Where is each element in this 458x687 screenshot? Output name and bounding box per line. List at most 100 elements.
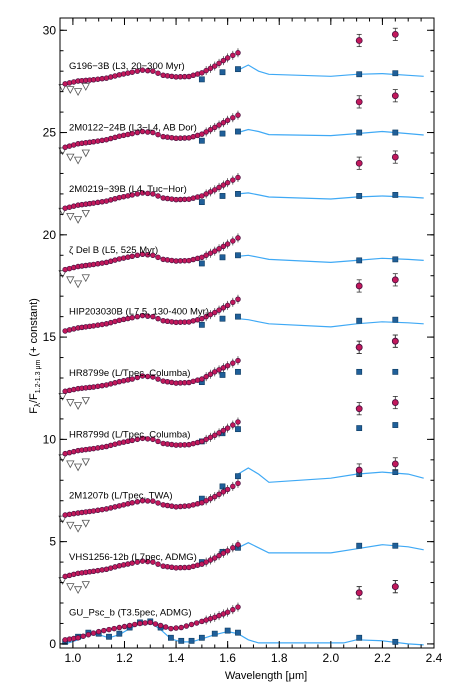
observed-point	[216, 367, 222, 373]
observed-point	[203, 436, 209, 443]
y-tick-label: 0	[49, 637, 56, 651]
observed-point	[134, 313, 141, 320]
observed-point	[212, 187, 218, 193]
observed-point	[199, 315, 205, 322]
template-square	[219, 193, 226, 199]
photometry-point	[355, 159, 363, 167]
observed-point	[144, 436, 151, 442]
template-square	[356, 425, 363, 432]
observed-point	[155, 438, 161, 445]
observed-point	[212, 369, 218, 375]
x-tick-label: 2.0	[322, 651, 339, 665]
observed-point	[111, 625, 117, 632]
observed-point	[235, 480, 241, 487]
observed-point	[224, 179, 231, 186]
x-tick-label: 1.0	[65, 651, 82, 665]
observed-point	[144, 373, 151, 380]
template-square	[235, 473, 241, 480]
low-gravity-triangle	[66, 86, 75, 94]
template-square	[356, 71, 363, 78]
spectrum-label: HR8799d (L/Tpec, Columba)	[69, 429, 190, 440]
low-gravity-triangle	[73, 463, 83, 472]
observed-point	[188, 621, 195, 628]
observed-point	[203, 559, 209, 565]
observed-point	[216, 552, 222, 559]
observed-point	[157, 622, 164, 629]
template-square	[178, 637, 185, 644]
observed-point	[220, 57, 227, 64]
observed-point	[142, 620, 148, 626]
observed-point	[207, 65, 214, 72]
observed-point	[230, 483, 236, 490]
observed-point	[203, 497, 209, 504]
observed-point	[106, 626, 112, 633]
photometry-point	[391, 30, 399, 38]
observed-point	[134, 191, 141, 197]
template-square	[356, 257, 363, 264]
template-square	[198, 634, 205, 641]
observed-point	[129, 500, 135, 506]
model-curve	[237, 318, 424, 328]
observed-point	[220, 119, 227, 126]
y-axis-label-tail: (+ constant)	[28, 298, 40, 359]
observed-point	[203, 67, 209, 74]
template-square	[219, 254, 226, 261]
photometry-point	[355, 589, 363, 597]
spectrum-label: GU_Psc_b (T3.5pec, ADMG)	[69, 607, 191, 618]
observed-point	[150, 436, 156, 443]
observed-point	[129, 69, 135, 75]
observed-point	[212, 555, 218, 561]
observed-point	[150, 374, 156, 380]
observed-point	[116, 624, 123, 631]
observed-point	[235, 174, 241, 181]
template-square	[235, 426, 241, 433]
template-square	[356, 368, 363, 375]
observed-point	[134, 436, 141, 443]
observed-point	[203, 313, 209, 320]
observed-point	[155, 500, 161, 506]
observed-point	[199, 561, 205, 567]
observed-point	[207, 371, 214, 378]
observed-point	[150, 191, 156, 197]
low-gravity-triangle	[58, 270, 67, 279]
spectrum-group: ζ Del B (L5, 525 Myr)	[58, 233, 424, 293]
observed-point	[224, 241, 231, 247]
observed-point	[212, 309, 218, 316]
observed-point	[134, 68, 141, 74]
spectrum-group: HIP203030B (L7.5, 130-400 Myr)	[62, 294, 424, 354]
y-tick-label: 25	[43, 126, 57, 140]
spectrum-group: G196−3B (L3, 20−300 Myr)	[58, 27, 424, 96]
template-square	[188, 637, 195, 644]
observed-point	[144, 498, 151, 504]
template-square	[356, 317, 363, 324]
observed-point	[152, 621, 159, 627]
observed-point	[137, 620, 143, 627]
y-tick-label: 15	[43, 330, 57, 344]
x-tick-label: 1.2	[116, 651, 133, 665]
observed-point	[155, 131, 161, 138]
model-curve	[237, 192, 424, 200]
y-axis-label-sub1: λ	[33, 403, 42, 407]
observed-point	[235, 50, 241, 56]
photometry-point	[391, 153, 399, 161]
observed-point	[155, 254, 161, 261]
template-square	[198, 321, 205, 328]
observed-point	[224, 609, 231, 615]
observed-point	[207, 495, 214, 502]
low-gravity-triangle	[81, 519, 90, 528]
observed-point	[90, 630, 97, 636]
photometry-point	[391, 92, 399, 100]
photometry-point	[355, 282, 363, 290]
low-gravity-triangle	[58, 454, 67, 463]
observed-point	[207, 557, 214, 563]
low-gravity-triangle	[66, 276, 75, 285]
photometry-point	[391, 460, 399, 468]
photometry-point	[355, 343, 363, 351]
spectrum-group: HR8799e (L/Tpec, Columba)	[58, 334, 399, 410]
observed-point	[129, 314, 135, 321]
observed-point	[144, 67, 151, 74]
observed-point	[150, 252, 156, 259]
observed-point	[203, 191, 209, 197]
observed-point	[224, 362, 231, 369]
